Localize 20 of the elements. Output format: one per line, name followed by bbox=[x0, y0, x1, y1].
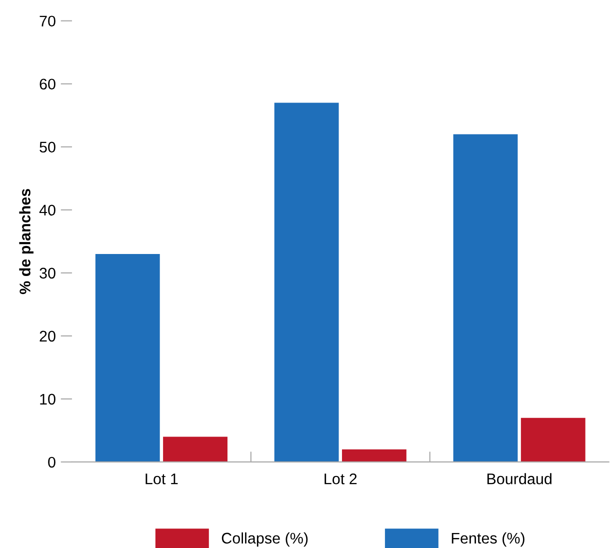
y-tick-label: 10 bbox=[40, 394, 56, 405]
y-tick-label: 50 bbox=[40, 142, 56, 153]
y-axis-title: % de planches bbox=[19, 188, 34, 294]
bar bbox=[95, 254, 160, 462]
bar bbox=[520, 418, 586, 462]
y-tick-label: 0 bbox=[48, 456, 56, 468]
x-tick-label: Lot 1 bbox=[146, 474, 178, 484]
legend-label: Fentes (%) bbox=[452, 532, 524, 547]
y-tick-label: 30 bbox=[40, 268, 56, 279]
bar bbox=[274, 102, 339, 462]
y-tick-label: 40 bbox=[39, 204, 56, 216]
y-tick-label: 60 bbox=[40, 78, 56, 90]
bar bbox=[342, 449, 406, 462]
legend-label: Collapse (%) bbox=[222, 532, 308, 547]
y-tick-label: 20 bbox=[40, 330, 56, 342]
x-tick-label: Bourdaud bbox=[487, 473, 552, 484]
bar bbox=[163, 436, 228, 462]
bar bbox=[453, 134, 518, 462]
y-tick-label: 70 bbox=[40, 16, 56, 27]
x-tick-label: Lot 2 bbox=[324, 473, 357, 484]
